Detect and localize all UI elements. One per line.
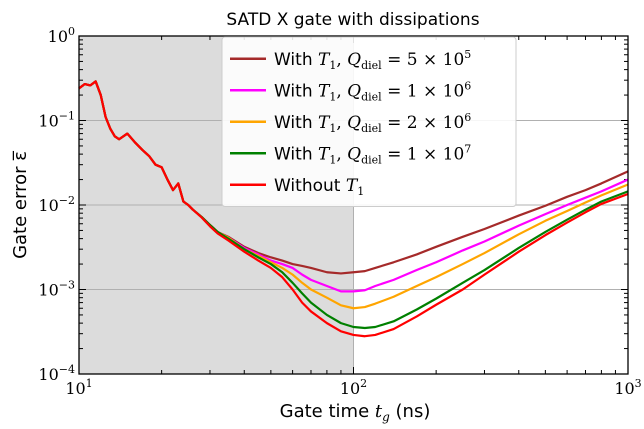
legend-label-prefix: Without [274,176,346,196]
series-lines [78,80,629,338]
legend-label-q: Q [347,50,361,70]
legend-label-prefix: With [274,113,318,133]
legend-label-comma: , [336,81,347,101]
legend-label-comma: , [336,144,347,164]
x-tick-label-base: 10 [340,379,360,398]
y-tick-label-base: 10 [38,196,58,215]
legend-label-sub: 1 [357,185,364,198]
legend-label-sub: 1 [329,122,336,135]
legend-label-prefix: With [274,144,318,164]
y-tick-label-base: 10 [48,27,68,46]
legend-label-q-sub: diel [361,59,382,72]
legend-label-comma: , [336,50,347,70]
legend-label-4: With T1, Qdiel = 1 × 107 [274,142,471,166]
legend-label-q-sub: diel [361,90,382,103]
x-axis-label-var: t [375,401,383,422]
y-tick-label-base: 10 [38,281,58,300]
y-axis-label: Gate error ε̅ [10,150,31,259]
legend-label-var: T [318,81,331,101]
legend-label-value: = 2 × 10 [382,113,465,133]
y-tick-label-exp: −1 [59,110,75,123]
x-axis-label-sub: g [382,410,390,424]
series-line-5 [78,80,629,338]
legend-label-prefix: With [274,81,318,101]
x-tick-label-base: 10 [65,379,85,398]
legend-label-sub: 1 [329,90,336,103]
legend-label-value: = 1 × 10 [382,144,465,164]
legend-label-exp: 6 [464,79,471,92]
legend-box [221,36,517,207]
legend-label-q: Q [347,113,361,133]
legend-label-var: T [318,144,331,164]
x-axis-label: Gate time tg (ns) [280,401,431,424]
legend-label-prefix: With [274,50,318,70]
x-tick-label: 103 [614,377,641,398]
legend-label-sub: 1 [329,59,336,72]
legend-label-q-sub: diel [361,122,382,135]
legend-label-exp: 5 [464,48,471,61]
legend-label-3: With T1, Qdiel = 2 × 106 [274,111,471,135]
y-tick-label: 10−3 [38,279,75,300]
plot-frame [78,35,629,375]
x-axis-label-unit: (ns) [390,401,431,422]
y-tick-label-base: 10 [38,112,58,131]
x-axis-label-text: Gate time [280,401,375,422]
legend-label-q: Q [347,81,361,101]
legend-label-value: = 5 × 10 [382,50,465,70]
y-tick-label: 100 [48,25,75,46]
y-tick-label-exp: −3 [59,279,75,292]
y-tick-label: 10−2 [38,194,75,215]
y-tick-label-exp: −4 [59,363,75,376]
x-tick-label: 102 [340,377,367,398]
axis-ticks [78,35,629,375]
legend-label-var: T [346,176,359,196]
y-tick-label-base: 10 [38,365,58,384]
legend-label-var: T [318,113,331,133]
x-tick-label-exp: 2 [360,377,367,390]
x-tick-label-exp: 1 [86,377,93,390]
legend-label-comma: , [336,113,347,133]
legend-label-5: Without T1 [274,176,364,198]
y-tick-label: 10−1 [38,110,75,131]
legend-label-exp: 7 [464,142,471,155]
chart-title: SATD X gate with dissipations [226,10,479,30]
legend-label-var: T [318,50,331,70]
legend-label-1: With T1, Qdiel = 5 × 105 [274,48,471,72]
y-tick-label-exp: 0 [68,25,75,38]
legend-label-exp: 6 [464,111,471,124]
y-tick-label: 10−4 [38,363,75,384]
legend-label-sub: 1 [329,153,336,166]
legend-label-q-sub: diel [361,153,382,166]
x-tick-label-base: 10 [614,379,634,398]
legend-label-value: = 1 × 10 [382,81,465,101]
legend-label-2: With T1, Qdiel = 1 × 106 [274,79,471,103]
x-tick-label-exp: 3 [635,377,642,390]
y-tick-label-exp: −2 [59,194,75,207]
x-tick-label: 101 [65,377,92,398]
legend-label-q: Q [347,144,361,164]
